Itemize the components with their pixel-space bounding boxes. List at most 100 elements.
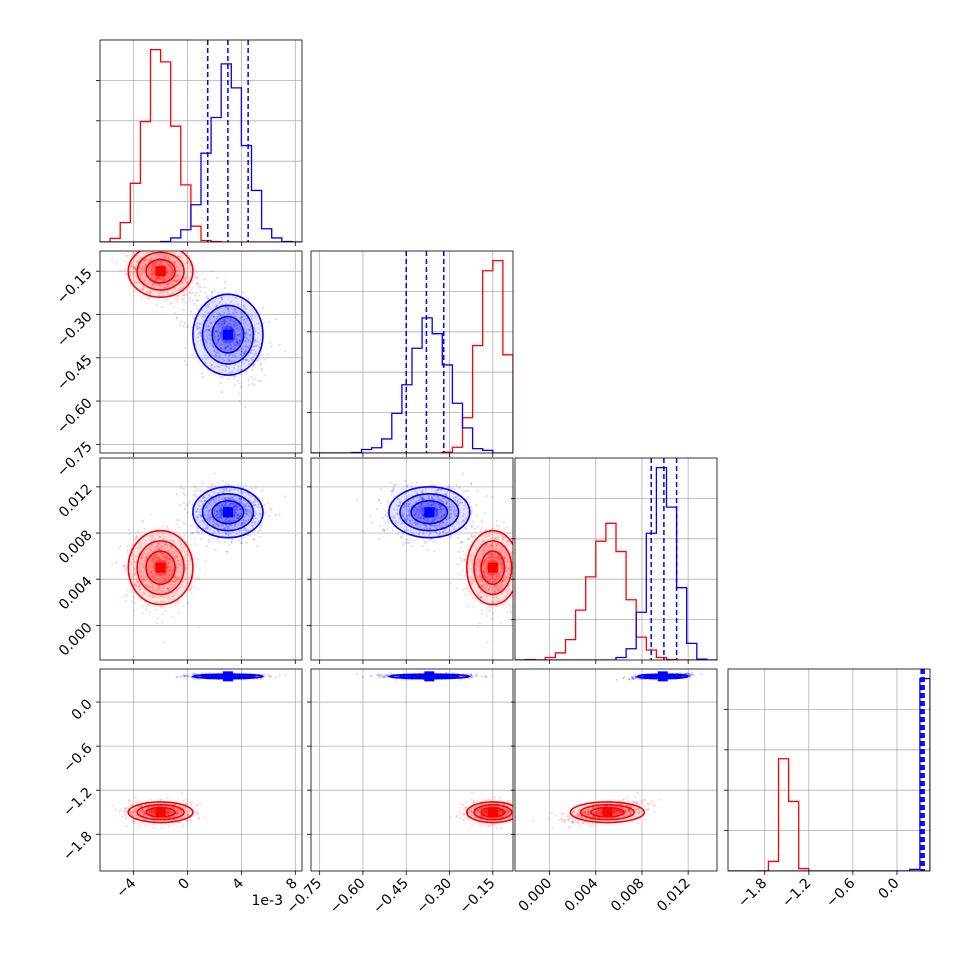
sample-point [192, 498, 195, 501]
sample-point [161, 275, 165, 278]
sample-point [497, 588, 500, 591]
sample-point [445, 517, 448, 520]
sample-point [489, 576, 493, 579]
sample-point [214, 513, 218, 516]
sample-point [157, 556, 160, 559]
sample-point [489, 556, 492, 559]
sample-point [422, 495, 425, 498]
sample-point [418, 508, 421, 511]
sample-point [144, 539, 147, 542]
sample-point [238, 516, 241, 519]
sample-point [134, 268, 137, 271]
sample-point [469, 575, 472, 578]
sample-point [455, 587, 458, 590]
sample-point [140, 267, 144, 270]
sample-point [408, 514, 411, 517]
sample-point [124, 259, 127, 263]
sample-point [132, 266, 135, 269]
sample-point [425, 527, 428, 530]
sample-point [461, 501, 464, 504]
sample-point [159, 264, 162, 267]
sample-point [480, 577, 483, 580]
sample-point [177, 526, 181, 529]
sample-point [223, 520, 226, 523]
sample-point [183, 507, 186, 511]
sample-point [483, 560, 486, 563]
sample-point [496, 584, 499, 588]
sample-point [491, 496, 494, 499]
sample-point [199, 329, 203, 332]
sample-point [241, 536, 244, 540]
sample-point [438, 508, 441, 511]
sample-point [137, 530, 140, 533]
sample-point [409, 522, 412, 525]
sample-point [244, 504, 247, 507]
sample-point [431, 524, 434, 527]
sample-point [420, 503, 423, 507]
sample-point [154, 608, 157, 611]
sample-point [239, 507, 242, 511]
sample-point [167, 276, 170, 279]
sample-point [487, 556, 491, 559]
sample-point [160, 553, 163, 556]
sample-point [487, 588, 490, 591]
sample-point [157, 254, 161, 257]
sample-point [198, 510, 201, 514]
sample-point [161, 235, 163, 237]
sample-point [235, 513, 238, 516]
sample-point [442, 521, 445, 524]
sample-point [515, 547, 517, 549]
panel-frame [514, 457, 718, 661]
sample-point [128, 532, 131, 535]
sample-point [436, 512, 439, 516]
sample-point [241, 521, 245, 524]
sample-point [128, 561, 132, 564]
sample-point [175, 601, 178, 604]
sample-point [475, 514, 478, 517]
sample-point [522, 544, 524, 546]
sample-point [226, 527, 229, 531]
sample-point [435, 526, 438, 530]
sample-point [163, 286, 166, 290]
sample-point [503, 557, 506, 560]
sample-point [151, 560, 154, 563]
sample-point [169, 569, 172, 572]
sample-point [480, 519, 483, 522]
sample-point [497, 575, 500, 578]
sample-point [517, 556, 519, 558]
panel-content [100, 669, 302, 871]
sample-point [208, 494, 211, 497]
sample-point [253, 340, 257, 344]
sample-point [150, 582, 153, 585]
sample-point [395, 504, 399, 507]
sample-point [421, 545, 424, 548]
sample-point [219, 325, 223, 328]
sample-point [238, 341, 241, 345]
sample-point [221, 326, 224, 329]
sample-point [246, 508, 250, 511]
sample-point [233, 320, 236, 324]
sample-point [493, 578, 497, 581]
sample-point [489, 577, 492, 581]
sample-point [225, 339, 228, 342]
sample-point [237, 512, 240, 515]
sample-point [225, 505, 228, 508]
sample-point [161, 264, 164, 267]
sample-point [151, 534, 154, 537]
sample-point [141, 822, 144, 825]
sample-point [413, 522, 417, 525]
sample-point [206, 330, 209, 333]
sample-point [416, 507, 419, 510]
sample-point [174, 260, 177, 263]
sample-point [487, 588, 490, 591]
sample-point [136, 261, 139, 264]
sample-point [432, 502, 435, 505]
sample-point [420, 496, 423, 499]
sample-point [166, 561, 169, 565]
sample-point [118, 247, 120, 249]
sample-point [235, 513, 238, 517]
sample-point [439, 524, 442, 527]
sample-point [149, 563, 152, 566]
sample-point [205, 544, 209, 547]
sample-point [180, 287, 183, 290]
